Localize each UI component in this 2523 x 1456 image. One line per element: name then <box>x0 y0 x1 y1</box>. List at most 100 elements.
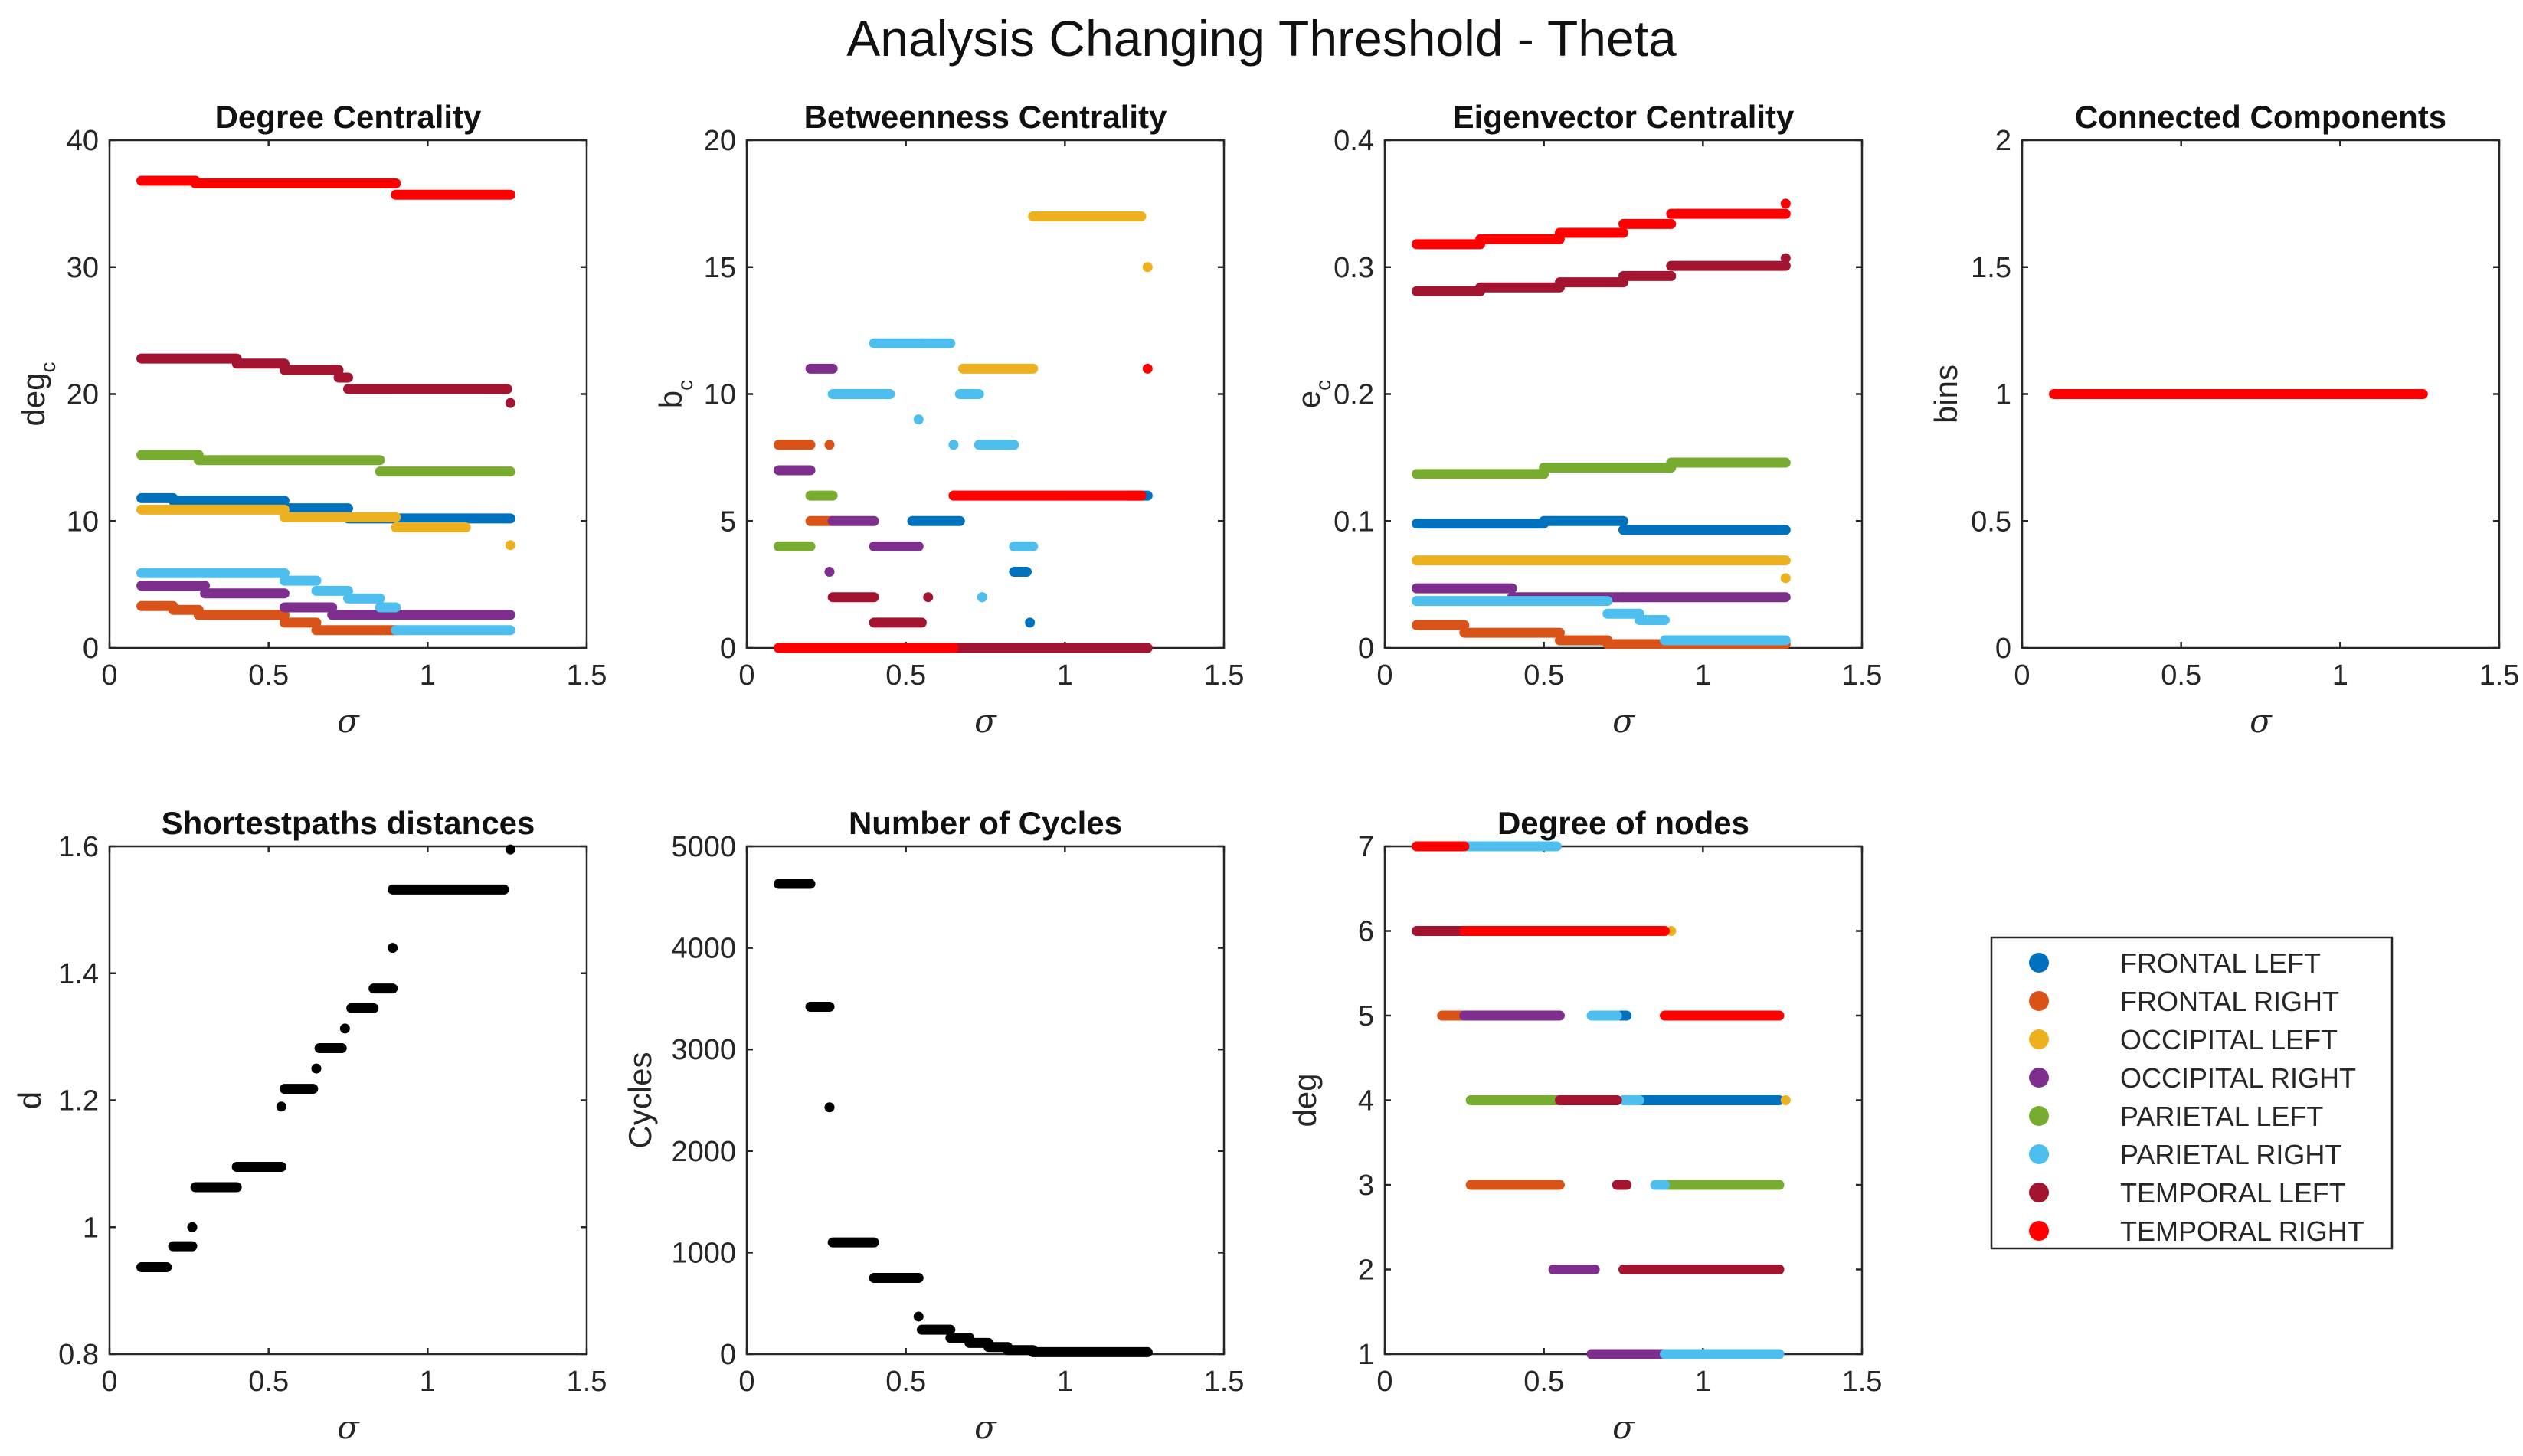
y-tick-label: 1 <box>83 1212 99 1244</box>
data-point <box>1780 253 1791 263</box>
y-axis-label-main: e <box>1291 391 1327 408</box>
y-tick-label: 3 <box>1358 1170 1374 1202</box>
series-parietal-left <box>136 450 515 477</box>
x-tick-label: 1.5 <box>567 1366 607 1398</box>
series-occipital-right <box>1412 583 1791 603</box>
y-tick-label: 0 <box>1995 633 2011 665</box>
x-tick-label: 0.5 <box>248 659 289 692</box>
x-tick-label: 1 <box>1695 1366 1711 1398</box>
y-axis-label-subscript: c <box>36 362 60 372</box>
y-axis-label-main: d <box>11 1091 47 1109</box>
panel-title: Degree Centrality <box>215 99 482 135</box>
series-temporal-left <box>1412 926 1785 1274</box>
legend: FRONTAL LEFT FRONTAL RIGHT OCCIPITAL LEFT O… <box>1990 936 2394 1250</box>
panel-title: Shortestpaths distances <box>162 805 535 841</box>
legend-marker <box>2029 1183 2049 1202</box>
series-occipital-right <box>774 363 924 577</box>
data-point <box>923 592 934 603</box>
data-point <box>1142 262 1153 273</box>
x-tick-label: 1.5 <box>567 659 607 692</box>
y-tick-label: 2 <box>1358 1255 1374 1287</box>
y-axis-label: bins <box>1928 365 1964 424</box>
series-frontal-left <box>1412 515 1791 535</box>
y-axis-label: degc <box>15 362 60 426</box>
y-tick-label: 0.1 <box>1333 506 1374 538</box>
y-tick-label: 0.3 <box>1333 252 1374 284</box>
y-tick-label: 1.2 <box>58 1085 99 1117</box>
data-point <box>1142 363 1153 374</box>
data-point <box>824 567 835 577</box>
y-tick-label: 1.5 <box>1971 252 2011 284</box>
data-point <box>505 844 515 855</box>
x-tick-label: 0.5 <box>1523 659 1564 692</box>
y-tick-label: 10 <box>67 506 99 538</box>
y-axis-label: ec <box>1291 380 1335 408</box>
y-tick-label: 5 <box>720 506 736 538</box>
y-tick-label: 1000 <box>671 1237 736 1269</box>
x-axis-label: σ <box>337 1409 360 1446</box>
x-tick-label: 1 <box>1057 1366 1073 1398</box>
data-point <box>1780 1095 1791 1105</box>
y-tick-label: 1.4 <box>58 958 99 990</box>
legend-label: FRONTAL RIGHT <box>2120 986 2339 1017</box>
legend-label: PARIETAL RIGHT <box>2120 1139 2341 1170</box>
legend-label: FRONTAL LEFT <box>2120 947 2321 979</box>
x-tick-label: 0.5 <box>1523 1366 1564 1398</box>
series-parietal-right <box>827 338 1039 603</box>
x-tick-label: 0 <box>101 1366 117 1398</box>
x-tick-label: 0 <box>738 659 754 692</box>
x-tick-label: 0 <box>738 1366 754 1398</box>
y-axis-label-main: bins <box>1928 365 1964 424</box>
series-temporal-left <box>827 592 1153 653</box>
series-frontal-right <box>136 600 401 636</box>
legend-marker <box>2029 1221 2049 1241</box>
data-point <box>824 440 835 450</box>
x-tick-label: 1.5 <box>1842 659 1883 692</box>
panel-deg: 0 0.5 1 1.5 0 10 20 30 40 Degree Centrality σ degc <box>15 99 607 740</box>
y-axis-label: deg <box>1287 1073 1323 1127</box>
x-tick-label: 1 <box>420 1366 436 1398</box>
panel-cyc: 0 0.5 1 1.5 0 1000 2000 3000 4000 5000 Number of C… <box>622 805 1244 1446</box>
legend-label: TEMPORAL LEFT <box>2120 1177 2346 1209</box>
y-axis-label-subscript: c <box>673 380 697 391</box>
data-point <box>824 1102 835 1113</box>
series-parietal-left <box>774 490 838 551</box>
data-marks <box>774 879 1153 1357</box>
y-tick-label: 5 <box>1358 1000 1374 1032</box>
x-tick-label: 0 <box>2014 659 2030 692</box>
data-point <box>913 414 924 425</box>
x-axis-label: σ <box>1612 1409 1635 1446</box>
y-tick-label: 10 <box>704 379 736 411</box>
series-occipital-left <box>136 504 515 551</box>
x-tick-label: 0 <box>1376 1366 1392 1398</box>
legend-marker <box>2029 1106 2049 1126</box>
x-tick-label: 0.5 <box>248 1366 289 1398</box>
y-tick-label: 2000 <box>671 1136 736 1168</box>
y-axis-label: d <box>11 1091 47 1109</box>
series-temporal-left <box>1412 253 1791 296</box>
series-parietal-left <box>1412 457 1791 479</box>
x-tick-label: 1.5 <box>2479 659 2520 692</box>
y-tick-label: 20 <box>67 379 99 411</box>
series-temporal-right <box>774 363 1153 653</box>
series-occipital-right <box>1459 1010 1670 1359</box>
data-point <box>1780 198 1791 209</box>
data-point <box>913 1311 924 1322</box>
series-parietal-left <box>1465 1095 1785 1190</box>
axes-box <box>745 139 1226 649</box>
y-tick-label: 2 <box>1995 125 2011 157</box>
legend-label: PARIETAL LEFT <box>2120 1101 2323 1132</box>
series-frontal-left <box>1615 1010 1785 1105</box>
panel-title: Eigenvector Centrality <box>1453 99 1795 135</box>
series-d <box>136 844 515 1272</box>
x-tick-label: 0.5 <box>2161 659 2201 692</box>
y-tick-label: 0.8 <box>58 1339 99 1371</box>
series-occipital-left <box>948 211 1153 501</box>
y-tick-label: 0.4 <box>1333 125 1374 157</box>
legend-entry: PARIETAL RIGHT <box>2029 1139 2341 1170</box>
y-tick-label: 30 <box>67 252 99 284</box>
data-marks <box>1412 198 1791 649</box>
x-tick-label: 0.5 <box>885 659 926 692</box>
series-parietal-right <box>1412 596 1791 646</box>
legend-box <box>1990 936 2394 1250</box>
